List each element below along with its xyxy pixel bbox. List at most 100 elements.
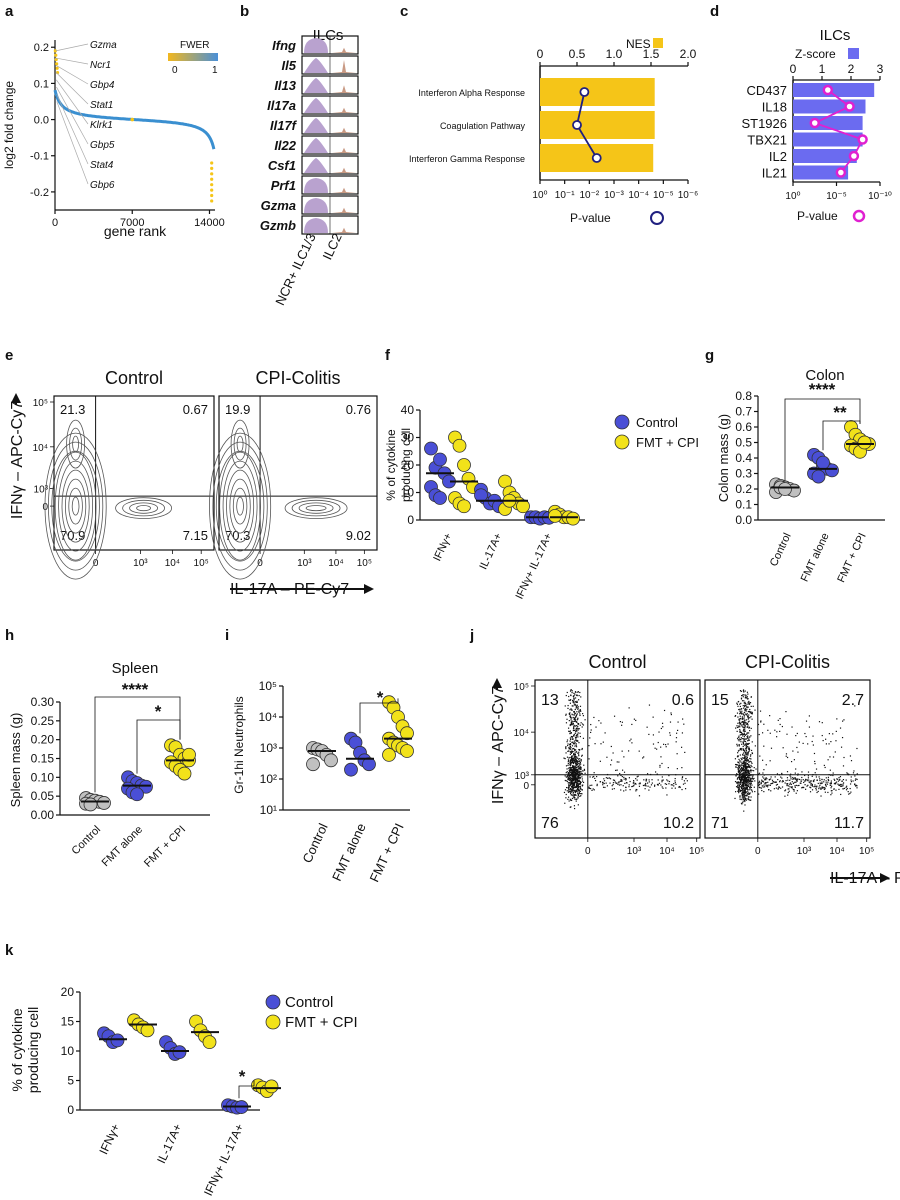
- event-dot: [569, 743, 572, 745]
- event-dot: [745, 742, 747, 744]
- event-dot: [612, 783, 614, 786]
- event-dot: [645, 785, 647, 787]
- event-dot: [737, 776, 740, 778]
- scatter-point: [54, 57, 58, 62]
- event-dot: [811, 740, 813, 743]
- data-point: [566, 511, 580, 526]
- event-dot: [577, 784, 580, 786]
- event-dot: [747, 693, 749, 695]
- p-value-point: [848, 150, 860, 162]
- event-dot: [743, 787, 745, 789]
- event-dot: [821, 782, 823, 784]
- event-dot: [825, 738, 827, 740]
- event-dot: [576, 789, 578, 791]
- event-dot: [806, 779, 808, 781]
- event-dot: [570, 779, 573, 782]
- event-dot: [746, 698, 749, 700]
- event-dot: [572, 795, 574, 797]
- event-dot: [781, 725, 783, 728]
- significance-bracket: [359, 698, 399, 734]
- event-dot: [738, 769, 740, 772]
- event-dot: [736, 782, 738, 784]
- event-dot: [848, 793, 850, 795]
- x-tick-label: 10⁵: [859, 846, 874, 857]
- event-dot: [748, 742, 750, 745]
- data-point: [140, 1023, 155, 1038]
- event-dot: [569, 745, 571, 748]
- event-dot: [742, 798, 744, 801]
- event-dot: [621, 769, 624, 771]
- event-dot: [580, 788, 582, 790]
- event-dot: [740, 723, 742, 725]
- event-dot: [571, 724, 573, 726]
- event-dot: [571, 751, 573, 753]
- event-dot: [742, 774, 744, 777]
- event-dot: [661, 722, 664, 724]
- scatter-point: [210, 193, 214, 198]
- event-dot: [625, 779, 627, 781]
- event-dot: [754, 780, 756, 782]
- event-dot: [620, 774, 622, 777]
- event-dot: [576, 790, 578, 792]
- scatter-point: [130, 117, 135, 122]
- event-dot: [638, 750, 640, 752]
- event-dot: [752, 778, 754, 780]
- event-dot: [577, 729, 579, 731]
- p-value-legend-marker: [650, 211, 664, 225]
- event-dot: [662, 779, 664, 781]
- event-dot: [744, 765, 747, 767]
- event-dot: [574, 720, 576, 722]
- event-dot: [747, 792, 749, 795]
- event-dot: [621, 721, 623, 723]
- event-dot: [573, 807, 576, 810]
- event-dot: [742, 773, 744, 775]
- event-dot: [575, 738, 577, 740]
- event-dot: [747, 706, 749, 708]
- event-dot: [639, 783, 641, 785]
- event-dot: [575, 782, 577, 784]
- event-dot: [593, 772, 595, 774]
- event-dot: [565, 746, 567, 748]
- event-dot: [736, 702, 738, 704]
- event-dot: [573, 726, 575, 728]
- event-dot: [737, 750, 740, 752]
- event-dot: [737, 771, 739, 773]
- event-dot: [581, 723, 584, 725]
- event-dot: [569, 709, 571, 711]
- event-dot: [812, 780, 815, 782]
- event-dot: [746, 712, 748, 715]
- event-dot: [573, 740, 576, 742]
- event-dot: [744, 697, 746, 699]
- p-value-point: [857, 134, 868, 145]
- event-dot: [584, 719, 586, 721]
- event-dot: [564, 758, 566, 760]
- event-dot: [736, 730, 738, 732]
- y-tick-label: 10⁵: [33, 398, 48, 409]
- event-dot: [750, 712, 753, 715]
- event-dot: [576, 733, 578, 735]
- event-dot: [582, 737, 585, 739]
- event-dot: [568, 747, 571, 749]
- event-dot: [575, 774, 577, 776]
- event-dot: [754, 709, 756, 711]
- event-dot: [580, 772, 583, 774]
- event-dot: [574, 775, 576, 778]
- event-dot: [577, 794, 579, 796]
- y-arrow-head: [11, 393, 21, 403]
- event-dot: [820, 788, 822, 790]
- event-dot: [632, 782, 634, 784]
- event-dot: [572, 760, 574, 762]
- event-dot: [740, 731, 742, 733]
- category-label: IFNγ+ IL-17A+: [514, 531, 555, 601]
- event-dot: [813, 752, 816, 755]
- event-dot: [749, 787, 751, 789]
- event-dot: [573, 711, 575, 713]
- event-dot: [741, 770, 743, 772]
- event-dot: [576, 734, 578, 736]
- event-dot: [570, 774, 573, 776]
- event-dot: [573, 782, 575, 784]
- event-dot: [842, 788, 844, 790]
- event-dot: [744, 768, 747, 770]
- event-dot: [744, 762, 746, 765]
- event-dot: [740, 782, 742, 784]
